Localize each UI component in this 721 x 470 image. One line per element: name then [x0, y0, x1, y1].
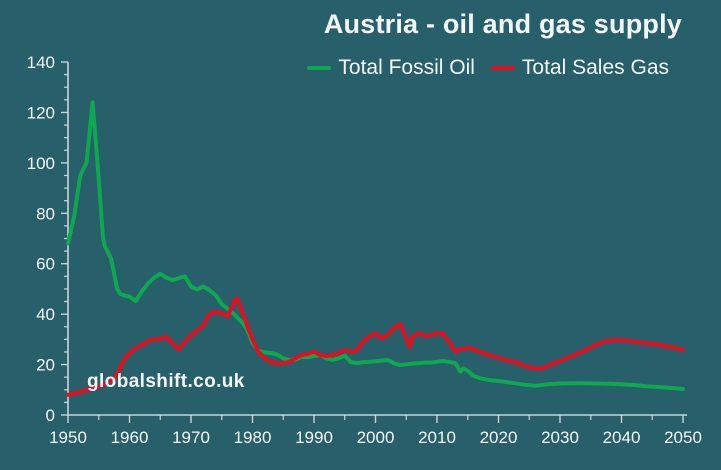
y-tick-label: 80	[36, 204, 55, 223]
legend-item-total-fossil-oil: Total Fossil Oil	[307, 56, 475, 80]
y-tick-label: 100	[27, 154, 55, 173]
legend-item-total-sales-gas: Total Sales Gas	[490, 56, 669, 80]
oil-line-swatch-icon	[307, 65, 332, 71]
x-tick-label: 2050	[664, 428, 702, 447]
x-tick-label: 2020	[480, 428, 518, 447]
legend-label-total-fossil-oil: Total Fossil Oil	[338, 56, 475, 79]
gas-series-line	[66, 296, 685, 397]
y-tick-label: 20	[36, 356, 55, 375]
gas-line-swatch-icon	[490, 65, 515, 71]
y-tick-label: 0	[46, 406, 55, 425]
x-tick-label: 1960	[111, 428, 149, 447]
x-tick-label: 1950	[49, 428, 87, 447]
y-tick-label: 140	[27, 53, 55, 72]
legend-label-total-sales-gas: Total Sales Gas	[521, 56, 669, 79]
x-tick-label: 1980	[234, 428, 272, 447]
x-tick-label: 2000	[357, 428, 395, 447]
x-tick-label: 1970	[172, 428, 210, 447]
x-tick-label: 2010	[418, 428, 456, 447]
chart-title: Austria - oil and gas supply	[323, 9, 682, 39]
x-tick-label: 2030	[541, 428, 579, 447]
y-tick-label: 120	[27, 103, 55, 122]
y-tick-label: 60	[36, 255, 55, 274]
watermark: globalshift.co.uk	[87, 371, 245, 392]
x-tick-label: 2040	[603, 428, 641, 447]
legend: Total Fossil Oil Total Sales Gas	[307, 56, 669, 80]
y-tick-label: 40	[36, 305, 55, 324]
x-tick-label: 1990	[295, 428, 333, 447]
